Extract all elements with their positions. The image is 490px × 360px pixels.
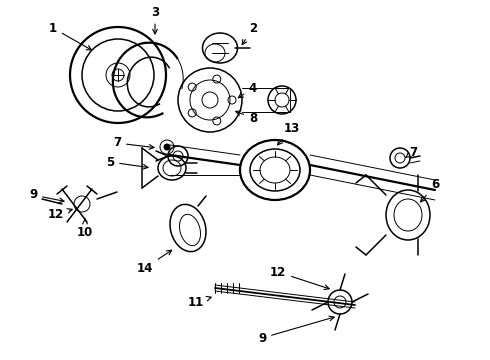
Text: 7: 7 bbox=[406, 145, 417, 158]
Text: 6: 6 bbox=[420, 179, 439, 202]
Text: 12: 12 bbox=[270, 266, 329, 289]
Text: 14: 14 bbox=[137, 250, 172, 274]
Text: 12: 12 bbox=[48, 208, 72, 221]
Text: 9: 9 bbox=[258, 316, 334, 345]
Text: 2: 2 bbox=[242, 22, 257, 45]
Text: 4: 4 bbox=[238, 81, 257, 98]
Text: 5: 5 bbox=[106, 156, 148, 169]
Text: 3: 3 bbox=[151, 5, 159, 34]
Text: 8: 8 bbox=[236, 111, 257, 125]
Text: 9: 9 bbox=[29, 189, 64, 203]
Text: 11: 11 bbox=[188, 296, 211, 309]
Text: 13: 13 bbox=[278, 122, 300, 145]
Text: 10: 10 bbox=[77, 219, 93, 238]
Text: 7: 7 bbox=[113, 136, 154, 149]
Text: 1: 1 bbox=[49, 22, 92, 50]
Circle shape bbox=[164, 144, 170, 150]
